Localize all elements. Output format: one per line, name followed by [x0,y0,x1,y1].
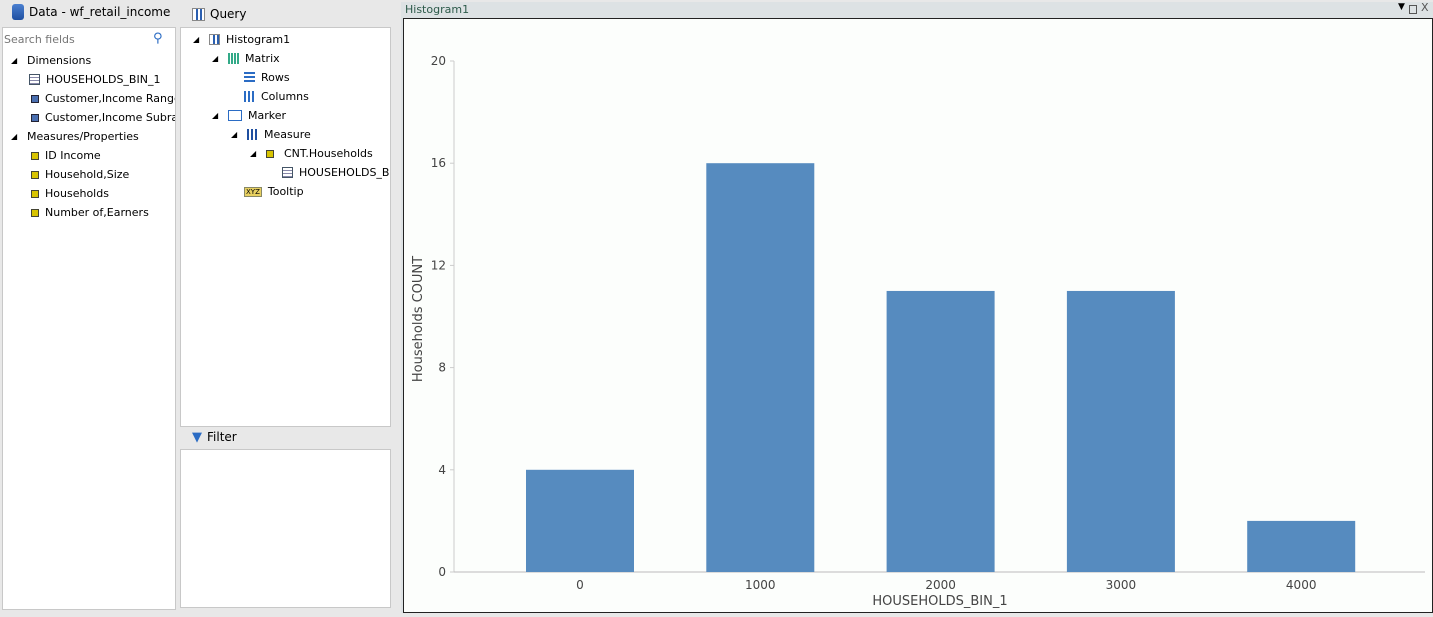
measure-icon [266,149,274,158]
x-tick-label: 1000 [745,578,776,592]
histogram-bar[interactable] [526,469,634,572]
search-input[interactable] [4,30,149,48]
field-item[interactable]: Household,Size [31,165,129,184]
data-panel: ⚲ ◢ Dimensions HOUSEHOLDS_BIN_1 Customer,… [2,27,176,610]
histogram-bar[interactable] [706,163,815,572]
expand-triangle-icon[interactable]: ◢ [11,56,18,65]
chart-window-title: Histogram1 [405,3,470,16]
maximize-icon[interactable] [1409,5,1417,14]
close-icon[interactable]: X [1421,1,1429,14]
chart-icon [192,7,205,21]
field-item[interactable]: Households [31,184,109,203]
data-panel-title: Data - wf_retail_income [29,5,171,19]
group-measures[interactable]: ◢ Measures/Properties [11,127,139,146]
node-label: CNT.Households [284,147,373,160]
x-axis-title: HOUSEHOLDS_BIN_1 [872,594,1007,609]
field-label: Number of,Earners [45,206,149,219]
query-panel-header: Query [192,2,246,26]
expand-triangle-icon[interactable]: ◢ [11,132,18,141]
y-tick-label: 0 [438,565,446,579]
tree-node-measure[interactable]: ◢ Measure [231,125,311,144]
node-label: Histogram1 [226,33,291,46]
x-tick-label: 3000 [1106,578,1137,592]
marker-icon [228,110,242,121]
group-label: Measures/Properties [27,130,139,143]
group-dimensions[interactable]: ◢ Dimensions [11,51,91,70]
node-label: Tooltip [267,185,304,198]
filter-panel-title: Filter [207,430,237,444]
node-label: HOUSEHOLDS_BIN_1 [299,166,390,179]
field-item[interactable]: Customer,Income Subrange [31,108,175,127]
x-tick-label: 0 [576,578,584,592]
field-label: Customer,Income Range [45,92,176,105]
x-tick-label: 4000 [1286,578,1317,592]
dropdown-icon[interactable]: ▼ [1398,2,1405,12]
tree-node-histogram[interactable]: ◢ Histogram1 [193,30,290,49]
field-label: HOUSEHOLDS_BIN_1 [46,73,161,86]
query-panel-title: Query [210,7,247,21]
expand-triangle-icon[interactable]: ◢ [212,54,219,63]
field-label: Customer,Income Subrange [45,111,175,124]
expand-triangle-icon[interactable]: ◢ [193,35,200,44]
field-item[interactable]: HOUSEHOLDS_BIN_1 [29,70,160,89]
tree-node-tooltip[interactable]: XYZ Tooltip [244,182,304,201]
y-axis-title: Households COUNT [411,256,426,382]
chart-icon [209,34,220,45]
field-item[interactable]: Customer,Income Range [31,89,176,108]
histogram-bar[interactable] [886,290,995,572]
field-item[interactable]: ID Income [31,146,101,165]
measure-bars-icon [247,129,258,140]
columns-icon [244,91,255,102]
y-tick-label: 16 [431,156,446,170]
expand-triangle-icon[interactable]: ◢ [250,149,257,158]
y-tick-label: 4 [438,463,446,477]
funnel-icon: ▼ [192,429,202,445]
dimension-icon [31,94,39,103]
expand-triangle-icon[interactable]: ◢ [212,111,219,120]
tree-node-columns[interactable]: Columns [244,87,309,106]
measure-icon [31,151,39,160]
field-label: ID Income [45,149,101,162]
query-panel: ◢ Histogram1 ◢ Matrix Rows Columns ◢ Marker… [180,27,391,427]
filter-drop-area[interactable] [180,449,391,608]
rows-icon [244,72,255,83]
measure-icon [31,189,39,198]
filter-panel-header: ▼ Filter [192,425,237,449]
dimension-icon [31,113,39,122]
node-label: Marker [248,109,287,122]
histogram-chart: Households COUNT HOUSEHOLDS_BIN_1 0 4 8 12 1… [411,54,1425,609]
matrix-icon [228,53,239,64]
node-label: Rows [261,71,290,84]
tree-node-marker[interactable]: ◢ Marker [212,106,286,125]
data-panel-header: Data - wf_retail_income [12,0,170,24]
field-label: Household,Size [45,168,130,181]
expand-triangle-icon[interactable]: ◢ [231,130,238,139]
node-label: Columns [261,90,309,103]
bin-field-icon [282,167,293,178]
bin-field-icon [29,74,40,85]
node-label: Measure [264,128,311,141]
y-tick-label: 20 [431,54,446,68]
chart-window: Histogram1 ▼ X Households COUNT HOUSEHOL… [401,1,1433,613]
measure-icon [31,170,39,179]
tree-node-matrix[interactable]: ◢ Matrix [212,49,280,68]
x-tick-label: 2000 [925,578,956,592]
y-tick-label: 12 [431,258,446,272]
tree-node-bin[interactable]: HOUSEHOLDS_BIN_1 [282,163,390,182]
node-label: Matrix [245,52,280,65]
field-item[interactable]: Number of,Earners [31,203,149,222]
tooltip-icon: XYZ [244,186,262,197]
search-icon[interactable]: ⚲ [153,31,163,46]
database-icon [12,4,24,20]
group-label: Dimensions [27,54,92,67]
measure-icon [31,208,39,217]
y-tick-label: 8 [438,361,446,375]
tree-node-cnt-households[interactable]: ◢ CNT.Households [250,144,373,163]
field-label: Households [45,187,109,200]
histogram-bar[interactable] [1066,290,1175,572]
chart-area: Households COUNT HOUSEHOLDS_BIN_1 0 4 8 12 1… [403,18,1433,613]
histogram-bar[interactable] [1247,520,1356,572]
tree-node-rows[interactable]: Rows [244,68,290,87]
